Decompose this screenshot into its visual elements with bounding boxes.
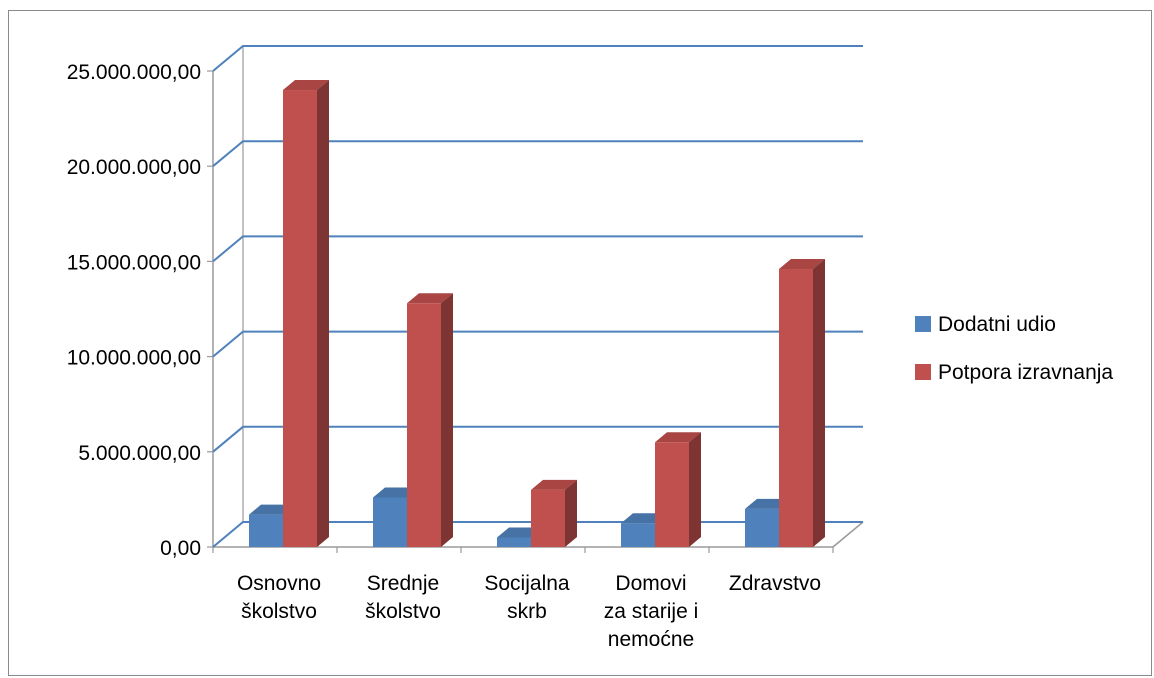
y-tick-label: 5.000.000,00 [78, 442, 201, 465]
bar-top [779, 259, 825, 270]
x-tick-label: nemoćne [608, 628, 694, 651]
y-tick-label: 10.000.000,00 [67, 347, 201, 370]
x-axis-tick-labels: Osnovno školstvo Srednje školstvo Socijalna s… [237, 572, 821, 651]
y-tick-label: 25.000.000,00 [67, 61, 201, 84]
legend-entry: Potpora izravnanja [938, 361, 1113, 384]
floor-right-edge [832, 521, 864, 548]
bar-front [531, 489, 565, 547]
bar-side [813, 259, 825, 547]
x-tick-label: Zdravstvo [729, 572, 821, 595]
bar-front [779, 269, 813, 547]
bar-front [373, 497, 407, 547]
bar-front [283, 90, 317, 547]
x-tick-label: školstvo [365, 600, 441, 623]
gridline [212, 140, 863, 167]
y-axis-tick-labels: 0,00 5.000.000,00 10.000.000,00 15.000.000,… [67, 61, 201, 560]
bar-side [689, 432, 701, 547]
bars [249, 80, 825, 547]
y-tick-label: 15.000.000,00 [67, 251, 201, 274]
bar-front [497, 537, 531, 547]
legend-entry: Dodatni udio [938, 313, 1056, 336]
x-tick-label: Domovi [615, 572, 686, 595]
gridline [212, 425, 863, 453]
gridline [212, 235, 863, 263]
bar [779, 259, 825, 547]
bar-side [565, 479, 577, 547]
x-tick-label: Socijalna [484, 572, 570, 595]
gridlines [207, 45, 863, 548]
bar-top [283, 80, 329, 91]
bar-front [621, 523, 655, 547]
chart-frame [8, 10, 1152, 676]
bar-top [655, 432, 701, 443]
legend-swatch [915, 364, 931, 380]
y-tick-label: 0,00 [160, 537, 201, 560]
x-tick-label: Srednje [367, 572, 439, 595]
bar-front [655, 442, 689, 547]
bar [655, 432, 701, 547]
bar [531, 479, 577, 547]
legend-swatch [915, 316, 931, 332]
bar-top [531, 479, 577, 490]
y-tick-label: 20.000.000,00 [67, 156, 201, 179]
legend: Dodatni udio Potpora izravnanja [915, 313, 1113, 384]
bar-front [745, 508, 779, 547]
x-tick-label: za starije i [604, 600, 699, 623]
bar-side [317, 80, 329, 547]
bar-front [249, 514, 283, 547]
x-tick-label: skrb [507, 600, 547, 623]
bar [283, 80, 329, 547]
bar-top [407, 293, 453, 304]
bar-side [441, 293, 453, 547]
gridline [212, 45, 863, 72]
gridline [212, 330, 863, 358]
bar-front [407, 303, 441, 547]
bar [407, 293, 453, 547]
x-tick-label: Osnovno [237, 572, 321, 595]
x-tick-label: školstvo [241, 600, 317, 623]
